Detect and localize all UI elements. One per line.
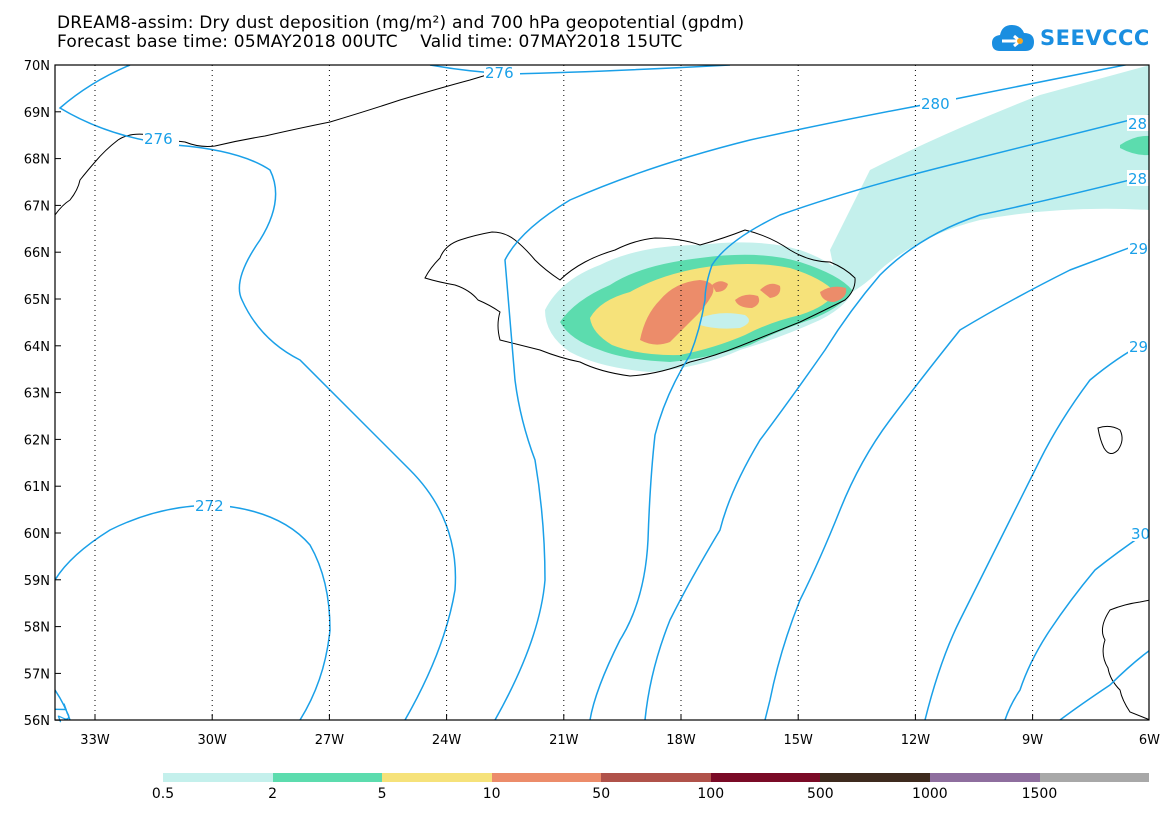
latitude-label: 66N [24,246,50,261]
latitude-label: 61N [24,480,50,495]
legend-label: 10 [482,786,501,802]
contour-label: 276 [144,130,173,148]
longitude-label: 18W [666,733,696,748]
longitude-label: 15W [783,733,813,748]
contour-label: 28 [1128,170,1147,188]
longitude-label: 12W [901,733,931,748]
legend-swatch [601,773,711,782]
map-subtitle: Forecast base time: 05MAY2018 00UTC Vali… [57,32,683,52]
legend-swatch [710,773,821,782]
legend-swatch [491,773,602,782]
legend-label: 1500 [1021,786,1058,802]
dust-patch-10-d [712,281,728,292]
seevccc-logo: SEEVCCC [990,18,1150,58]
latitude-label: 57N [24,667,50,682]
longitude-label: 6W [1139,733,1160,748]
longitude-label: 9W [1022,733,1043,748]
legend-label: 0.5 [151,786,175,802]
latitude-label: 62N [24,433,50,448]
longitude-label: 33W [80,733,110,748]
latitude-label: 56N [24,714,50,729]
contour-label: 72 [50,701,73,725]
contour-line-276-north [429,65,731,75]
longitude-label: 24W [432,733,462,748]
legend-label: 500 [806,786,834,802]
legend-swatch [1039,773,1150,782]
latitude-label: 67N [24,199,50,214]
contour-label: 272 [195,497,224,515]
latitude-label: 69N [24,106,50,121]
gridlines [94,65,1034,720]
greenland-coast [55,67,511,216]
latitude-label: 59N [24,574,50,589]
legend-label: 1000 [912,786,948,802]
contour-line-300 [1004,529,1149,720]
longitude-labels: 33W 30W 27W 24W 21W 18W 15W 12W 9W 6W [80,714,1160,748]
legend-swatch [163,773,273,782]
faroe-coast [1097,425,1123,454]
dust-patch-2-ne [1120,135,1149,156]
contour-label: 280 [921,95,950,113]
legend-label: 100 [697,786,725,802]
contour-line-296 [924,339,1149,720]
longitude-label: 27W [315,733,345,748]
latitude-label: 70N [24,59,50,74]
scotland-coast [1101,599,1149,720]
legend-label: 50 [592,786,611,802]
dust-field [545,65,1149,372]
contour-line-276 [58,65,457,720]
dust-plume-0.5 [830,65,1149,298]
color-legend [163,773,1150,782]
dust-patch-10-a [735,294,760,308]
legend-swatch [272,773,383,782]
dust-hole [700,313,749,329]
dust-patch-10-b [760,283,781,298]
map-title: DREAM8-assim: Dry dust deposition (mg/m²… [57,13,745,33]
latitude-label: 68N [24,153,50,168]
contour-line-292 [764,239,1149,720]
contour-line-272 [55,504,331,720]
legend-swatch [929,773,1040,782]
iceland-coast [424,229,856,377]
legend-label: 5 [377,786,387,802]
longitude-label: 21W [549,733,579,748]
cloud-logo-icon [992,25,1034,51]
latitude-label: 63N [24,387,50,402]
logo-text: SEEVCCC [1040,26,1150,50]
dust-area-10 [640,280,714,345]
latitude-label: 65N [24,293,50,308]
contour-label: 276 [485,64,514,82]
latitude-label: 58N [24,621,50,636]
contour-label: 28 [1128,115,1147,133]
legend-swatch [382,773,492,782]
contour-labels: 276 276 280 28 28 29 29 272 30 72 [50,64,1150,725]
legend-label: 2 [268,786,278,802]
contour-line-272-corner [55,689,71,720]
contour-label: 29 [1129,338,1148,356]
contour-line-288 [644,174,1149,720]
dust-patch-10-c [820,286,847,302]
contour-label: 29 [1129,240,1148,258]
latitude-label: 60N [24,527,50,542]
contour-line-284 [589,114,1149,720]
latitude-label: 64N [24,340,50,355]
contour-line-304 [1059,649,1149,720]
latitude-labels: 70N 69N 68N 67N 66N 65N 64N 63N 62N 61N 60N 59N 58N 5… [24,59,61,729]
longitude-label: 30W [197,733,227,748]
coastlines [55,67,1149,720]
contour-label: 30 [1131,525,1150,543]
legend-swatch [820,773,930,782]
